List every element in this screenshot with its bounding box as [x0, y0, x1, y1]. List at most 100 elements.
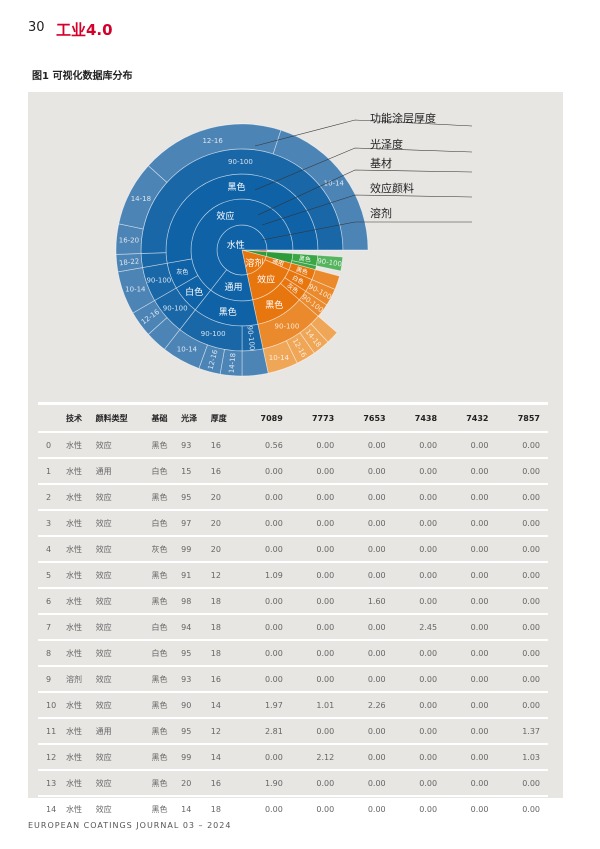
- table-cell: 0: [38, 432, 65, 459]
- table-cell: 0.00: [496, 562, 548, 589]
- table-cell: 0.00: [496, 640, 548, 667]
- table-cell: 0.00: [445, 718, 497, 745]
- table-cell: 0.00: [342, 432, 394, 459]
- table-cell: 10: [38, 692, 65, 719]
- table-cell: 黑色: [150, 744, 181, 771]
- table-cell: 0.00: [445, 536, 497, 563]
- segment-label: 黑色: [227, 181, 245, 193]
- table-cell: 0.00: [393, 432, 446, 459]
- table-cell: 16: [209, 770, 240, 797]
- table-cell: 1.60: [342, 588, 394, 615]
- table-cell: 效应: [94, 770, 151, 797]
- table-cell: 20: [180, 770, 210, 797]
- legend-gloss: 光泽度: [370, 138, 403, 151]
- section-title: 工业4.0: [56, 21, 113, 39]
- table-cell: 16: [209, 432, 240, 459]
- table-cell: 0.00: [496, 770, 548, 797]
- table-cell: 0.00: [342, 718, 394, 745]
- table-cell: 7: [38, 614, 65, 641]
- table-cell: 20: [209, 510, 240, 537]
- table-cell: 0.00: [496, 796, 548, 824]
- segment-label: 通用: [224, 282, 242, 293]
- table-cell: 0.00: [445, 614, 497, 641]
- table-cell: 黑色: [150, 432, 181, 459]
- table-cell: 效应: [94, 484, 151, 511]
- table-cell: 效应: [94, 666, 151, 693]
- table-cell: 0.00: [290, 666, 343, 693]
- table-cell: 水性: [65, 796, 95, 824]
- table-cell: 黑色: [150, 692, 181, 719]
- table-cell: 0.00: [496, 484, 548, 511]
- segment-label: 黑色: [295, 265, 309, 276]
- column-header: 7653: [342, 402, 394, 433]
- table-cell: 0.00: [342, 484, 394, 511]
- table-cell: 95: [180, 484, 210, 511]
- table-cell: 0.00: [239, 666, 291, 693]
- table-cell: 3: [38, 510, 65, 537]
- table-row: 7 水性 效应 白色 94 18 0.00 0.00 0.00 2.45 0.00 0.00: [38, 614, 548, 641]
- table-cell: 0.00: [239, 744, 291, 771]
- table-cell: 0.00: [342, 640, 394, 667]
- table-cell: 效应: [94, 614, 151, 641]
- table-cell: 效应: [94, 692, 151, 719]
- table-cell: 0.00: [393, 536, 446, 563]
- table-cell: 9: [38, 666, 65, 693]
- segment-label: 白色: [185, 286, 203, 298]
- table-row: 14 水性 效应 黑色 14 18 0.00 0.00 0.00 0.00 0.00 0.00: [38, 796, 548, 824]
- table-cell: 0.00: [239, 458, 291, 485]
- table-row: 2 水性 效应 黑色 95 20 0.00 0.00 0.00 0.00 0.00 0.00: [38, 484, 548, 511]
- table-cell: 0.00: [445, 770, 497, 797]
- table-cell: 效应: [94, 536, 151, 563]
- segment-label: 90-100: [317, 257, 343, 268]
- table-cell: 白色: [150, 510, 181, 537]
- table-cell: 4: [38, 536, 65, 563]
- table-cell: 黑色: [150, 666, 181, 693]
- table-cell: 0.00: [445, 666, 497, 693]
- table-cell: 18: [209, 614, 240, 641]
- segment-label: 10-14: [177, 346, 198, 354]
- table-cell: 0.00: [496, 666, 548, 693]
- table-cell: 18: [209, 640, 240, 667]
- table-cell: 0.00: [393, 796, 446, 824]
- table-cell: 99: [180, 744, 210, 771]
- segment-label: 10-14: [269, 354, 290, 362]
- table-cell: 水性: [65, 640, 95, 667]
- segment-label: 16-20: [119, 237, 139, 245]
- legend-thickness: 功能涂层厚度: [370, 112, 436, 125]
- table-cell: 0.00: [496, 536, 548, 563]
- table-cell: 99: [180, 536, 210, 563]
- column-header: 厚度: [209, 402, 240, 433]
- segment-label: 效应: [216, 210, 234, 222]
- table-row: 1 水性 通用 白色 15 16 0.00 0.00 0.00 0.00 0.00 0.00: [38, 458, 548, 485]
- table-cell: 12: [209, 718, 240, 745]
- leader-line: [254, 119, 473, 147]
- table-cell: 93: [180, 666, 210, 693]
- table-cell: 0.00: [393, 770, 446, 797]
- table-cell: 12: [38, 744, 65, 771]
- table-row: 8 水性 效应 白色 95 18 0.00 0.00 0.00 0.00 0.00 0.00: [38, 640, 548, 667]
- table-cell: 0.00: [290, 536, 343, 563]
- segment-label: 10-14: [125, 285, 146, 293]
- table-cell: 1.37: [496, 718, 548, 745]
- table-cell: 0.00: [496, 588, 548, 615]
- table-cell: 94: [180, 614, 210, 641]
- table-cell: 效应: [94, 744, 151, 771]
- table-cell: 0.00: [290, 718, 343, 745]
- table-cell: 11: [38, 718, 65, 745]
- table-cell: 0.00: [239, 510, 291, 537]
- table-cell: 0.00: [342, 744, 394, 771]
- segment-label: 90-100: [163, 305, 188, 313]
- table-cell: 水性: [65, 562, 95, 589]
- table-cell: 13: [38, 770, 65, 797]
- table-cell: 16: [209, 666, 240, 693]
- table-cell: 1.01: [290, 692, 343, 719]
- table-cell: 18: [209, 588, 240, 615]
- table-cell: 0.00: [342, 614, 394, 641]
- table-row: 9 溶剂 效应 黑色 93 16 0.00 0.00 0.00 0.00 0.00 0.00: [38, 666, 548, 693]
- table-cell: 0.00: [239, 588, 291, 615]
- column-header: 7432: [445, 402, 497, 433]
- table-cell: 效应: [94, 432, 151, 459]
- table-cell: 白色: [150, 640, 181, 667]
